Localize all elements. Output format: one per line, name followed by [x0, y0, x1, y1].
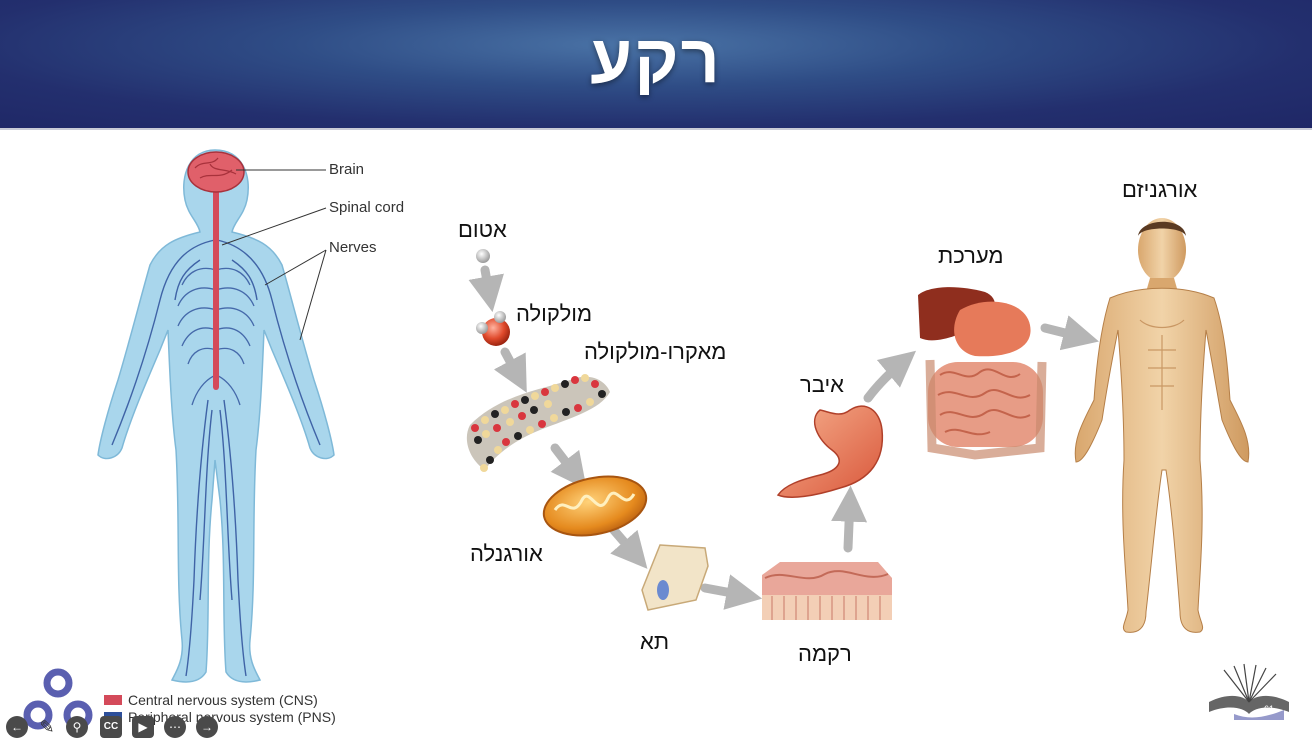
macromolecule-image [466, 374, 610, 472]
slide-title: רקע [590, 21, 722, 97]
pen-icon[interactable]: ✎ [39, 717, 55, 737]
book-icon [1209, 663, 1289, 720]
tissue-image [762, 562, 892, 620]
pns-legend-label: Peripheral nervous system (PNS) [128, 709, 336, 725]
slide-header: רקע [0, 0, 1312, 130]
cns-swatch [104, 695, 122, 705]
spinal-cord-label: Spinal cord [329, 199, 405, 216]
organism-image [1074, 218, 1250, 633]
cell-image [641, 544, 709, 611]
cell-label: תא [640, 629, 670, 654]
organelle-label: אורגנלה [470, 541, 543, 566]
macromolecule-label: מאקרו-מולקולה [584, 339, 727, 364]
organ-label: איבר [800, 372, 844, 397]
cns-legend-label: Central nervous system (CNS) [128, 692, 318, 708]
organism-label: אורגניזם [1122, 177, 1198, 202]
video-icon[interactable]: ▶ [132, 716, 154, 738]
molecule-image [476, 311, 510, 346]
slide-number: 61 [1264, 704, 1275, 714]
more-icon[interactable]: ⋯ [164, 716, 186, 738]
system-label: מערכת [938, 243, 1004, 268]
brain-label: Brain [329, 161, 365, 178]
forward-icon[interactable]: → [196, 716, 218, 738]
hierarchy-arrows [468, 265, 1099, 610]
tissue-label: רקמה [798, 641, 852, 666]
atom-label: אטום [458, 217, 507, 242]
back-icon[interactable]: ← [6, 716, 28, 738]
system-image [918, 287, 1047, 460]
organelle-image [542, 475, 648, 537]
zoom-icon[interactable]: ⚲ [66, 716, 88, 738]
nervous-system-figure [97, 149, 335, 683]
organ-image [776, 405, 884, 498]
atom-image [476, 249, 490, 263]
nerves-label: Nerves [329, 239, 377, 256]
molecule-label: מולקולה [516, 301, 593, 326]
captions-icon[interactable]: CC [100, 716, 122, 738]
